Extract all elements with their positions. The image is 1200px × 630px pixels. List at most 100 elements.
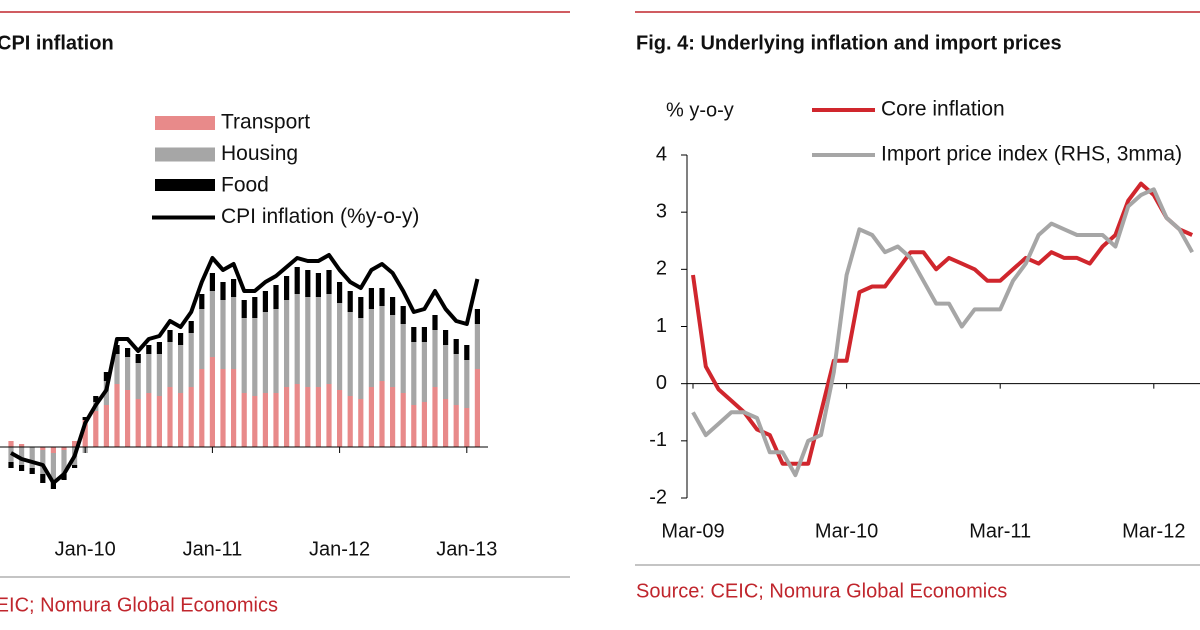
bar-segment — [390, 297, 396, 315]
bar-segment — [273, 393, 279, 447]
bar-segment — [199, 369, 205, 447]
bar-segment — [284, 387, 290, 447]
source: Source: CEIC; Nomura Global Economics — [0, 594, 278, 616]
bar-segment — [135, 399, 141, 447]
bar-segment — [178, 333, 184, 345]
bar-segment — [82, 417, 88, 420]
bar-segment — [273, 309, 279, 393]
bar-segment — [19, 444, 25, 447]
bar-segment — [474, 369, 480, 447]
bar-segment — [464, 345, 470, 360]
bar-segment — [93, 411, 99, 447]
bar-segment — [432, 330, 438, 387]
bar-segment — [347, 396, 353, 447]
y-tick-label: -2 — [649, 486, 667, 508]
y-tick-label: 0 — [656, 372, 667, 394]
bar-segment — [199, 294, 205, 309]
bar-segment — [252, 297, 258, 318]
y-tick-label: 2 — [656, 258, 667, 280]
line-series — [10, 253, 480, 485]
bar-segment — [188, 321, 194, 333]
bar-segment — [294, 294, 300, 384]
bar-segment — [29, 468, 35, 474]
bar-segment — [220, 282, 226, 300]
bar-segment — [453, 354, 459, 405]
bar-segment — [241, 393, 247, 447]
bar-segment — [390, 315, 396, 387]
bar-segment — [347, 312, 353, 396]
bar-segment — [231, 369, 237, 447]
bar-segment — [114, 354, 120, 384]
bar-segment — [347, 291, 353, 312]
bar-segment — [220, 369, 226, 447]
bar-segment — [241, 318, 247, 393]
bar-segment — [146, 393, 152, 447]
bar-segment — [188, 333, 194, 387]
bar-segment — [326, 270, 332, 294]
legend-swatch — [155, 147, 215, 162]
bar-segment — [358, 399, 364, 447]
bar-segment — [421, 402, 427, 447]
bar-segment — [284, 300, 290, 387]
bar-segment — [262, 312, 268, 393]
x-tick-label: Mar-10 — [815, 520, 878, 542]
line-series — [691, 187, 1194, 478]
bar-segment — [421, 342, 427, 402]
bar-segment — [156, 396, 162, 447]
bar-segment — [379, 381, 385, 447]
bar-segment — [167, 330, 173, 342]
legend-label: Transport — [221, 111, 310, 134]
bar-segment — [358, 297, 364, 318]
bar-segment — [220, 300, 226, 369]
bar-segment — [337, 390, 343, 447]
bar-segment — [411, 342, 417, 405]
bar-segment — [125, 390, 131, 447]
bar-segment — [50, 447, 56, 453]
bar-segment — [114, 384, 120, 447]
bar-segment — [411, 405, 417, 447]
bar-segment — [315, 387, 321, 447]
y-axis-label: % y-o-y — [666, 99, 734, 121]
bar-segment — [209, 273, 215, 291]
bar-segment — [61, 474, 67, 480]
y-tick-label: 1 — [656, 315, 667, 337]
source: Source: CEIC; Nomura Global Economics — [636, 580, 1007, 602]
bar-segment — [443, 399, 449, 447]
bar-segment — [453, 339, 459, 354]
y-tick-label: 3 — [656, 200, 667, 222]
bar-segment — [358, 318, 364, 399]
x-tick-label: Jan-11 — [183, 538, 243, 560]
bar-segment — [326, 384, 332, 447]
bar-segment — [379, 306, 385, 381]
bar-segment — [326, 294, 332, 384]
bar-segment — [146, 345, 152, 354]
bar-segment — [284, 276, 290, 300]
bar-segment — [19, 465, 25, 471]
bar-segment — [252, 396, 258, 447]
bar-segment — [474, 309, 480, 324]
bar-segment — [19, 447, 25, 465]
bar-segment — [294, 384, 300, 447]
x-tick-label: Mar-12 — [1122, 520, 1185, 542]
legend-swatch — [155, 179, 215, 191]
legend-label: Housing — [221, 142, 298, 165]
bar-segment — [114, 345, 120, 354]
bar-segment — [167, 342, 173, 387]
bar-segment — [209, 357, 215, 447]
bar-segment — [8, 441, 14, 447]
bar-segment — [103, 405, 109, 447]
bar-segment — [421, 327, 427, 342]
bar-segment — [188, 387, 194, 447]
bar-segment — [443, 345, 449, 399]
bar-segment — [40, 447, 46, 450]
bar-segment — [400, 393, 406, 447]
legend-label: Core inflation — [881, 98, 1005, 121]
bar-segment — [262, 393, 268, 447]
y-tick-label: -1 — [649, 429, 667, 451]
bar-segment — [379, 288, 385, 306]
bar-segment — [368, 288, 374, 309]
bar-segment — [400, 306, 406, 324]
bar-segment — [432, 315, 438, 330]
bar-segment — [474, 324, 480, 369]
